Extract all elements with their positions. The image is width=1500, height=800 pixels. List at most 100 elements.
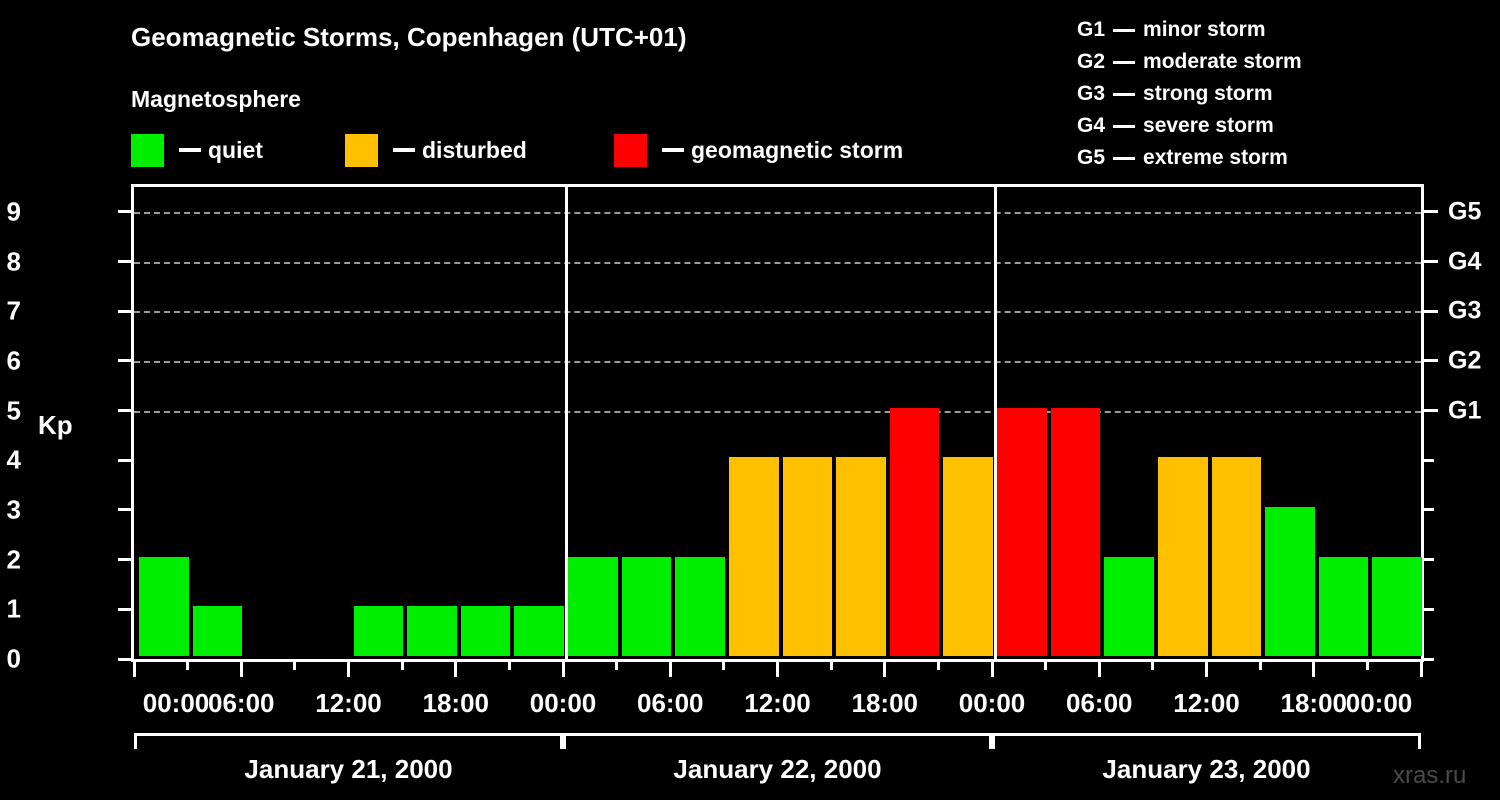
bar (943, 457, 993, 656)
g-tick-label: G4 (1448, 247, 1482, 276)
x-tick-minor (829, 662, 833, 670)
x-tick-label: 12:00 (315, 688, 382, 718)
bar (514, 606, 564, 656)
gridline (134, 360, 1421, 363)
x-tick-major (883, 662, 887, 677)
gscale-row-g4: G4 severe storm (1077, 110, 1302, 142)
day-label: January 23, 2000 (1102, 754, 1311, 784)
x-tick-minor (1365, 662, 1369, 670)
plot-area (131, 184, 1424, 662)
bar (1157, 457, 1208, 656)
g-tick-label: G3 (1448, 296, 1482, 325)
right-axis-minor-tick (1424, 607, 1434, 611)
gscale-row-g5: G5 extreme storm (1077, 142, 1302, 174)
x-tick-major (1205, 662, 1208, 677)
x-tick-minor (722, 662, 726, 670)
gridline (134, 311, 1421, 314)
bar (139, 556, 189, 656)
gscale-description: extreme storm (1143, 146, 1288, 169)
x-tick-major (454, 662, 458, 677)
gscale-code: G1 (1077, 18, 1106, 41)
y-tick-mark (118, 309, 131, 313)
x-tick-major (347, 662, 350, 677)
y-tick-label: 6 (6, 345, 21, 376)
page-title: Geomagnetic Storms, Copenhagen (UTC+01) (131, 22, 687, 52)
legend-label-geomagnetic-storm: geomagnetic storm (691, 136, 904, 163)
gscale-dash-icon (1113, 156, 1136, 160)
legend-item-quiet: quiet (131, 133, 263, 167)
gscale-code: G2 (1077, 50, 1106, 73)
y-tick-label: 0 (6, 643, 21, 674)
gridline (134, 211, 1421, 214)
y-tick-mark (118, 409, 131, 413)
gscale-row-g2: G2 moderate storm (1077, 46, 1302, 78)
x-tick-minor (293, 662, 297, 670)
x-tick-label: 00:00 (1345, 688, 1413, 718)
x-tick-label: 18:00 (851, 688, 919, 718)
y-tick-label: 8 (6, 246, 21, 277)
y-tick-mark (118, 657, 131, 661)
bar (675, 556, 725, 656)
gscale-description: strong storm (1143, 82, 1273, 105)
gscale-dash-icon (1113, 28, 1136, 32)
g-tick-label: G1 (1448, 396, 1482, 425)
x-tick-minor (1258, 662, 1262, 670)
y-tick-mark (118, 607, 131, 611)
legend-label-disturbed: disturbed (422, 136, 527, 163)
legend-item-geomagnetic-storm: geomagnetic storm (614, 133, 903, 167)
x-tick-label: 06:00 (1066, 688, 1133, 718)
g-tick-label: G5 (1448, 197, 1482, 226)
gridline (134, 410, 1421, 413)
gscale-description: minor storm (1143, 18, 1266, 41)
gscale-description: severe storm (1143, 114, 1274, 137)
magnetosphere-heading: Magnetosphere (131, 86, 301, 112)
x-tick-label: 18:00 (1280, 688, 1348, 718)
right-axis-minor-tick (1424, 508, 1434, 512)
g-tick-label: G2 (1448, 346, 1482, 375)
y-tick-mark (118, 508, 131, 512)
day-divider (993, 187, 997, 659)
bar (997, 407, 1047, 656)
x-tick-label: 12:00 (744, 688, 811, 718)
y-tick-label: 4 (6, 444, 21, 475)
watermark: xras.ru (1393, 762, 1467, 789)
gscale-code: G4 (1077, 114, 1106, 137)
y-tick-mark (118, 210, 131, 214)
gscale-dash-icon (1113, 60, 1136, 64)
y-tick-mark (118, 260, 131, 264)
bar (836, 457, 886, 656)
x-tick-label: 18:00 (422, 688, 490, 718)
x-tick-label: 00:00 (529, 688, 597, 718)
bar (728, 457, 779, 656)
y-tick-label: 7 (6, 295, 21, 326)
x-tick-minor (1151, 662, 1155, 670)
g-tick-mark (1424, 409, 1438, 413)
y-tick-label: 5 (6, 395, 21, 426)
day-label: January 22, 2000 (673, 754, 882, 784)
gscale-legend: G1 minor storm G2 moderate storm G3 strong st… (1077, 14, 1302, 174)
y-tick-label: 2 (6, 544, 21, 575)
y-axis-title: Kp (38, 410, 73, 440)
g-tick-mark (1424, 210, 1438, 214)
bar (1050, 407, 1101, 656)
x-tick-major (1097, 662, 1101, 677)
x-tick-minor (507, 662, 511, 670)
g-tick-mark (1424, 260, 1438, 264)
y-tick-label: 1 (6, 593, 21, 624)
bar (621, 556, 672, 656)
x-tick-major (1312, 662, 1316, 677)
x-tick-minor (936, 662, 940, 670)
right-axis-minor-tick (1424, 657, 1434, 661)
x-tick-label: 00:00 (142, 688, 210, 718)
x-tick-label: 06:00 (637, 688, 704, 718)
right-axis-minor-tick (1424, 558, 1434, 562)
x-tick-label: 00:00 (958, 688, 1026, 718)
bar (460, 606, 511, 656)
x-tick-minor (1044, 662, 1048, 670)
legend-dash-icon (179, 148, 201, 152)
gscale-code: G5 (1077, 146, 1106, 169)
x-tick-major (668, 662, 672, 677)
x-tick-minor (186, 662, 190, 670)
red-swatch-icon (614, 133, 647, 167)
gscale-row-g1: G1 minor storm (1077, 14, 1302, 46)
